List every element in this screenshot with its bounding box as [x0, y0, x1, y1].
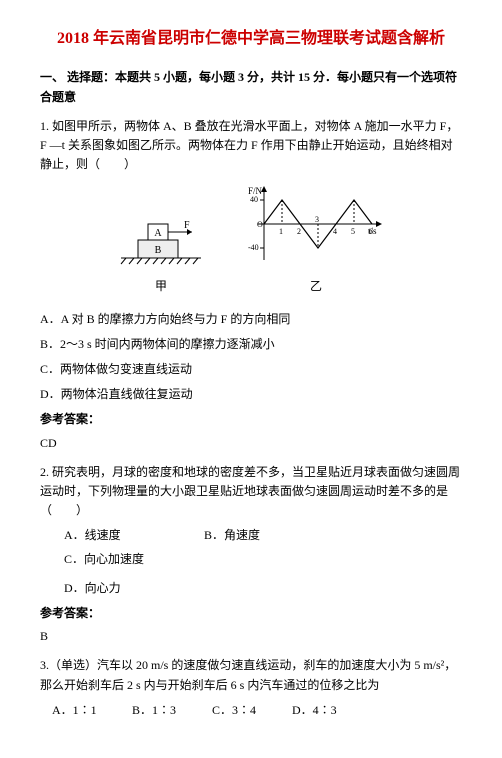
- q2-optD: D．向心力: [64, 581, 121, 595]
- svg-text:F: F: [184, 220, 190, 231]
- svg-text:3: 3: [315, 215, 319, 224]
- q3-optC: C．3∶4: [212, 701, 292, 720]
- diagram-jia: B A F 甲: [116, 200, 206, 295]
- q1-optB: B．2～3 s 时间内两物体间的摩擦力逐渐减小: [40, 335, 462, 354]
- page-title: 2018 年云南省昆明市仁德中学高三物理联考试题含解析: [40, 28, 462, 50]
- svg-text:A: A: [154, 228, 162, 239]
- q3-options: A．1∶1 B．1∶3 C．3∶4 D．4∶3: [52, 701, 462, 724]
- q3-text: 3.（单选）汽车以 20 m/s 的速度做匀速直线运动，刹车的加速度大小为 5 …: [40, 656, 462, 694]
- q2-text: 2. 研究表明，月球的密度和地球的密度差不多，当卫星贴近月球表面做匀速圆周运动时…: [40, 463, 462, 521]
- svg-text:-40: -40: [248, 243, 259, 252]
- section-header: 一、 选择题：本题共 5 小题，每小题 3 分，共计 15 分．每小题只有一个选…: [40, 68, 462, 106]
- q1-optD: D．两物体沿直线做往复运动: [40, 385, 462, 404]
- q2-optC: C．向心加速度: [64, 550, 204, 569]
- q3-optB: B．1∶3: [132, 701, 212, 720]
- q2-text-span: 2. 研究表明，月球的密度和地球的密度差不多，当卫星贴近月球表面做匀速圆周运动时…: [40, 465, 460, 517]
- q1-options: A．A 对 B 的摩擦力方向始终与力 F 的方向相同 B．2～3 s 时间内两物…: [40, 310, 462, 405]
- diagram-yi: F/N t/s O 40 -40 1 2 3 4 5 6 乙: [246, 184, 386, 295]
- ft-graph-icon: F/N t/s O 40 -40 1 2 3 4 5 6: [246, 184, 386, 270]
- q2-options: A．线速度 B．角速度 C．向心加速度: [64, 526, 462, 572]
- svg-text:40: 40: [250, 195, 258, 204]
- q1-optC: C．两物体做匀变速直线运动: [40, 360, 462, 379]
- svg-text:1: 1: [279, 227, 283, 236]
- q1-text: 1. 如图甲所示，两物体 A、B 叠放在光滑水平面上，对物体 A 施加一水平力 …: [40, 117, 462, 175]
- q1-answer-label: 参考答案：: [40, 410, 462, 429]
- diagram-jia-label: 甲: [116, 277, 206, 296]
- svg-text:6: 6: [369, 227, 373, 236]
- block-diagram-icon: B A F: [116, 200, 206, 270]
- svg-text:O: O: [257, 220, 263, 229]
- diagram-yi-label: 乙: [246, 277, 386, 296]
- q2-optB: B．角速度: [204, 526, 344, 545]
- q1-diagram-row: B A F 甲 F/N t/s O 40 -40 1 2: [40, 184, 462, 295]
- q3-optA: A．1∶1: [52, 701, 132, 720]
- q2-optA: A．线速度: [64, 526, 204, 545]
- q3-optD: D．4∶3: [292, 701, 372, 720]
- q2-answer-label: 参考答案：: [40, 604, 462, 623]
- q1-answer-val: CD: [40, 434, 462, 453]
- svg-text:2: 2: [297, 227, 301, 236]
- q1-optA: A．A 对 B 的摩擦力方向始终与力 F 的方向相同: [40, 310, 462, 329]
- q2-optD-row: D．向心力: [64, 579, 462, 598]
- svg-text:B: B: [155, 245, 162, 256]
- q2-answer-val: B: [40, 627, 462, 646]
- svg-text:4: 4: [333, 227, 337, 236]
- svg-text:5: 5: [351, 227, 355, 236]
